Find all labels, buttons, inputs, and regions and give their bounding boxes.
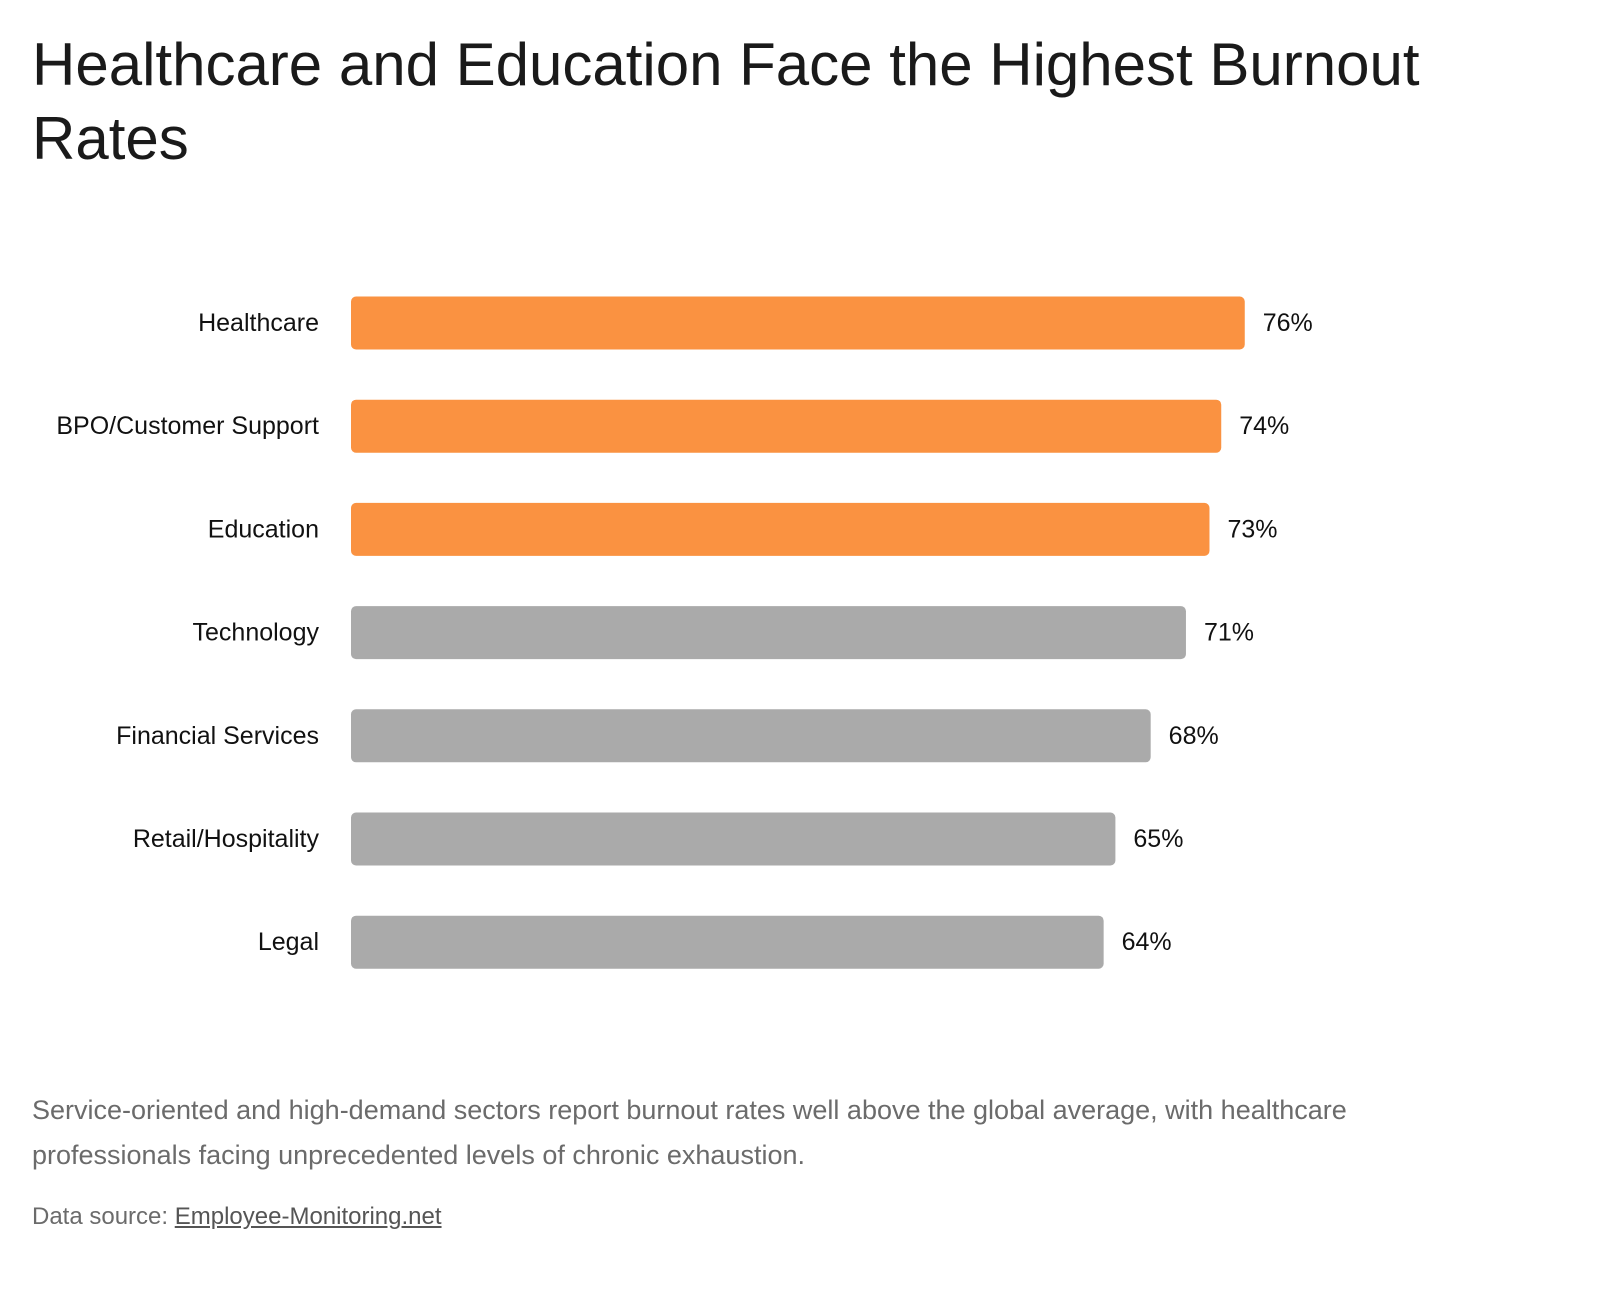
bar-chart: Healthcare 76% BPO/Customer Support 74% Educ…	[56, 296, 1313, 969]
chart-title: Healthcare and Education Face the Highes…	[32, 31, 1420, 172]
value-label-bpo-customer-support: 74%	[1239, 412, 1289, 440]
value-label-financial-services: 68%	[1169, 722, 1219, 750]
bar-education	[351, 502, 1210, 556]
category-label-technology: Technology	[193, 619, 320, 647]
category-label-education: Education	[208, 515, 319, 543]
category-label-healthcare: Healthcare	[198, 309, 319, 337]
data-source: Data source: Employee-Monitoring.net	[32, 1200, 442, 1234]
bar-row-healthcare: Healthcare 76%	[198, 296, 1313, 350]
value-label-technology: 71%	[1204, 619, 1254, 647]
category-label-retail-hospitality: Retail/Hospitality	[133, 825, 320, 853]
bar-row-retail-hospitality: Retail/Hospitality 65%	[133, 812, 1183, 866]
data-source-link[interactable]: Employee-Monitoring.net	[174, 1203, 442, 1230]
bar-financial-services	[351, 709, 1151, 763]
category-label-bpo-customer-support: BPO/Customer Support	[56, 412, 319, 440]
value-label-legal: 64%	[1122, 928, 1172, 956]
category-label-legal: Legal	[258, 928, 319, 956]
bar-healthcare	[351, 296, 1245, 350]
bar-retail-hospitality	[351, 812, 1116, 866]
category-label-financial-services: Financial Services	[116, 722, 319, 750]
value-label-healthcare: 76%	[1263, 309, 1313, 337]
bar-legal	[351, 915, 1104, 969]
chart-caption: Service-oriented and high-demand sectors…	[32, 1095, 1347, 1170]
value-label-education: 73%	[1227, 515, 1277, 543]
data-source-prefix: Data source:	[32, 1203, 175, 1230]
bar-row-education: Education 73%	[208, 502, 1278, 556]
bar-row-financial-services: Financial Services 68%	[116, 709, 1219, 763]
bar-row-technology: Technology 71%	[193, 606, 1254, 660]
bar-bpo-customer-support	[351, 399, 1222, 453]
value-label-retail-hospitality: 65%	[1133, 825, 1183, 853]
bar-row-bpo-customer-support: BPO/Customer Support 74%	[56, 399, 1289, 453]
bar-technology	[351, 606, 1186, 660]
bar-row-legal: Legal 64%	[258, 915, 1172, 969]
